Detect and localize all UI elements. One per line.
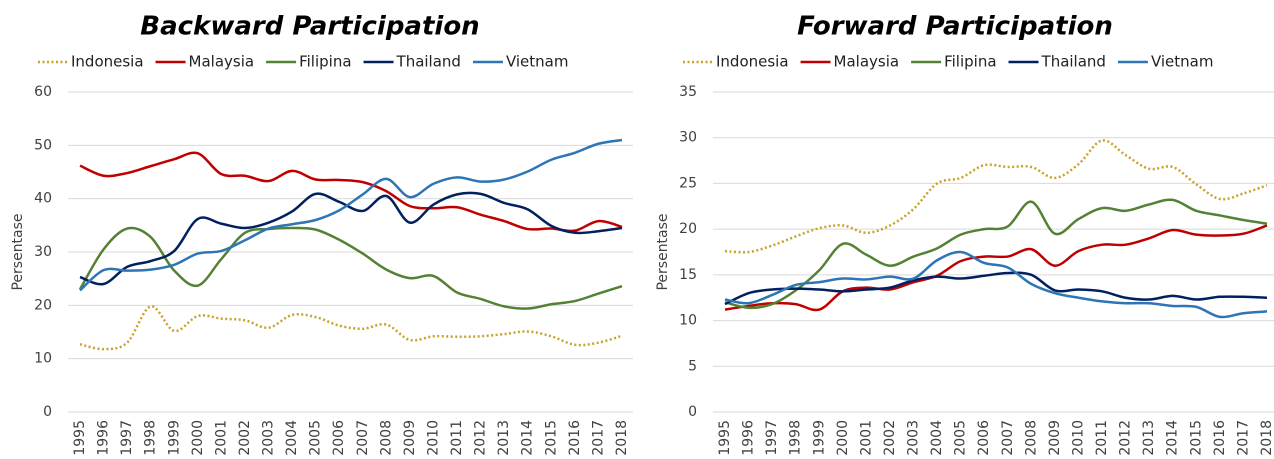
x-tick-label: 2010 bbox=[1070, 420, 1086, 456]
legend-item: Malaysia bbox=[800, 53, 900, 71]
y-tick-label: 30 bbox=[34, 244, 52, 260]
x-tick-label: 2009 bbox=[402, 420, 418, 456]
series-line bbox=[79, 305, 623, 351]
x-tick-label: 2001 bbox=[858, 420, 874, 456]
x-tick-label: 2014 bbox=[1165, 420, 1181, 456]
legend-label: Indonesia bbox=[716, 53, 789, 71]
y-tick-label: 20 bbox=[34, 297, 52, 313]
x-tick-label: 1995 bbox=[72, 420, 88, 456]
y-tick-label: 60 bbox=[34, 84, 52, 100]
x-tick-label: 2009 bbox=[1047, 420, 1063, 456]
x-tick-label: 2002 bbox=[882, 420, 898, 456]
x-tick-label: 2017 bbox=[590, 420, 606, 456]
legend-item: Vietnam bbox=[472, 53, 569, 71]
y-tick-label: 40 bbox=[34, 191, 52, 207]
y-axis-label: Persentase bbox=[655, 213, 671, 290]
x-tick-label: 2011 bbox=[449, 420, 465, 456]
x-tick-label: 1998 bbox=[143, 420, 159, 456]
series-line bbox=[724, 271, 1268, 306]
x-tick-label: 2016 bbox=[567, 420, 583, 456]
legend-item: Thailand bbox=[1008, 53, 1106, 71]
legend-item: Filipina bbox=[911, 53, 997, 71]
x-tick-label: 2004 bbox=[284, 420, 300, 456]
x-tick-label: 1999 bbox=[811, 420, 827, 456]
legend-label: Malaysia bbox=[834, 53, 900, 71]
x-tick-label: 2011 bbox=[1094, 420, 1110, 456]
legend-label: Vietnam bbox=[506, 53, 569, 71]
series-line bbox=[724, 250, 1268, 319]
chart-title: Forward Participation bbox=[797, 12, 1113, 42]
series-line bbox=[724, 224, 1268, 312]
x-tick-label: 2006 bbox=[331, 420, 347, 456]
x-tick-label: 2008 bbox=[378, 420, 394, 456]
x-tick-label: 2001 bbox=[213, 420, 229, 456]
chart-title: Backward Participation bbox=[140, 12, 479, 42]
x-tick-label: 2000 bbox=[835, 420, 851, 456]
y-tick-label: 5 bbox=[688, 358, 697, 374]
y-tick-label: 50 bbox=[34, 137, 52, 153]
legend-item: Filipina bbox=[266, 53, 352, 71]
series-line bbox=[724, 198, 1268, 310]
series-line bbox=[79, 138, 623, 292]
legend-item: Indonesia bbox=[683, 53, 789, 71]
legend-label: Indonesia bbox=[71, 53, 144, 71]
x-tick-label: 2007 bbox=[355, 420, 371, 456]
x-tick-label: 2007 bbox=[1000, 420, 1016, 456]
legend-item: Malaysia bbox=[155, 53, 255, 71]
x-tick-label: 2003 bbox=[261, 420, 277, 456]
x-tick-label: 2018 bbox=[1259, 420, 1274, 456]
y-tick-label: 10 bbox=[34, 351, 52, 367]
x-tick-label: 2016 bbox=[1212, 420, 1228, 456]
x-tick-label: 2015 bbox=[543, 420, 559, 456]
x-tick-label: 2014 bbox=[520, 420, 536, 456]
legend-label: Malaysia bbox=[189, 53, 255, 71]
x-tick-label: 2006 bbox=[976, 420, 992, 456]
y-tick-label: 20 bbox=[679, 221, 697, 237]
y-tick-label: 0 bbox=[688, 404, 697, 420]
x-tick-label: 2003 bbox=[906, 420, 922, 456]
x-tick-label: 1999 bbox=[166, 420, 182, 456]
legend-item: Indonesia bbox=[38, 53, 144, 71]
y-tick-label: 30 bbox=[679, 130, 697, 146]
x-tick-label: 1996 bbox=[741, 420, 757, 456]
x-tick-label: 2002 bbox=[237, 420, 253, 456]
x-tick-label: 2013 bbox=[1141, 420, 1157, 456]
x-tick-label: 1998 bbox=[788, 420, 804, 456]
x-tick-label: 1996 bbox=[96, 420, 112, 456]
legend-label: Filipina bbox=[299, 53, 351, 71]
series-line bbox=[79, 191, 623, 286]
y-tick-label: 25 bbox=[679, 175, 697, 191]
x-tick-label: 1997 bbox=[764, 420, 780, 456]
x-tick-label: 2013 bbox=[496, 420, 512, 456]
legend-label: Thailand bbox=[396, 53, 461, 71]
series-line bbox=[78, 226, 623, 310]
legend-label: Filipina bbox=[944, 53, 996, 71]
series-line bbox=[724, 139, 1268, 254]
legend-item: Vietnam bbox=[1117, 53, 1214, 71]
x-tick-label: 2017 bbox=[1235, 420, 1251, 456]
x-tick-label: 2004 bbox=[929, 420, 945, 456]
legend-label: Vietnam bbox=[1151, 53, 1214, 71]
x-tick-label: 2015 bbox=[1188, 420, 1204, 456]
x-tick-label: 2018 bbox=[614, 420, 630, 456]
x-tick-label: 1997 bbox=[119, 420, 135, 456]
legend-label: Thailand bbox=[1041, 53, 1106, 71]
y-tick-label: 35 bbox=[679, 84, 697, 100]
x-tick-label: 2010 bbox=[425, 420, 441, 456]
x-tick-label: 2012 bbox=[473, 420, 489, 456]
legend-item: Thailand bbox=[363, 53, 461, 71]
y-tick-label: 15 bbox=[679, 267, 697, 283]
x-tick-label: 2005 bbox=[953, 420, 969, 456]
y-axis-label: Persentase bbox=[10, 213, 26, 290]
y-tick-label: 10 bbox=[679, 313, 697, 329]
series-line bbox=[79, 151, 623, 233]
y-tick-label: 0 bbox=[43, 404, 52, 420]
x-tick-label: 2005 bbox=[308, 420, 324, 456]
x-tick-label: 2008 bbox=[1023, 420, 1039, 456]
x-tick-label: 2012 bbox=[1118, 420, 1134, 456]
x-tick-label: 2000 bbox=[190, 420, 206, 456]
x-tick-label: 1995 bbox=[717, 420, 733, 456]
